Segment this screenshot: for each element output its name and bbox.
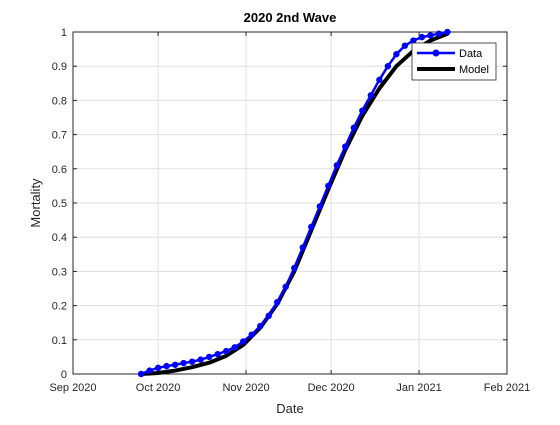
data-point — [342, 143, 349, 150]
data-point — [427, 32, 434, 39]
x-tick-label: Feb 2021 — [484, 382, 530, 394]
y-tick-label: 0.4 — [52, 232, 67, 244]
y-tick-label: 0.7 — [52, 130, 67, 142]
data-point — [231, 344, 238, 351]
data-point — [197, 356, 204, 363]
grid-lines — [72, 31, 508, 375]
y-tick-label: 0.2 — [52, 301, 67, 313]
data-point — [214, 350, 221, 358]
data-point — [350, 124, 358, 131]
legend-model-label: Model — [459, 64, 489, 76]
data-point — [180, 359, 187, 367]
x-axis-title: Date — [276, 401, 303, 416]
plot-series — [137, 28, 451, 378]
y-axis-title: Mortality — [28, 178, 43, 228]
data-point — [325, 182, 332, 190]
y-tick-label: 0.1 — [52, 335, 67, 347]
data-point — [146, 367, 153, 374]
x-tick-label: Sep 2020 — [49, 382, 96, 394]
data-point — [188, 358, 196, 365]
x-tick-label: Oct 2020 — [136, 382, 181, 394]
data-point — [359, 107, 366, 114]
y-tick-label: 0.6 — [52, 164, 67, 176]
data-point — [274, 298, 281, 306]
data-point — [393, 51, 400, 58]
data-point — [222, 347, 230, 355]
data-point — [137, 370, 145, 378]
y-tick-label: 0.3 — [52, 266, 67, 278]
data-point — [257, 322, 264, 330]
data-point — [333, 162, 341, 169]
axis-ticks: Sep 2020 Oct 2020 Nov 2020 Dec 2020 Jan 2021… — [49, 27, 530, 394]
legend: Data Model — [411, 42, 497, 81]
data-point — [410, 37, 417, 44]
data-point — [239, 338, 247, 345]
data-point — [444, 28, 451, 36]
data-point — [384, 62, 392, 70]
data-point — [291, 264, 298, 272]
x-tick-label: Nov 2020 — [222, 382, 269, 394]
data-point — [163, 362, 170, 370]
y-tick-label: 0.5 — [52, 198, 67, 210]
data-point — [248, 331, 255, 338]
data-point — [376, 76, 383, 84]
data-point — [299, 244, 306, 251]
data-point — [367, 92, 375, 99]
legend-data-label: Data — [459, 48, 483, 60]
data-point — [418, 33, 426, 41]
y-tick-label: 1 — [61, 27, 67, 39]
data-point — [282, 283, 289, 290]
y-tick-label: 0 — [61, 369, 67, 381]
y-tick-label: 0.9 — [52, 61, 67, 73]
model-series-line — [139, 31, 450, 376]
x-tick-label: Jan 2021 — [396, 382, 441, 394]
data-point — [205, 353, 213, 361]
y-tick-label: 0.8 — [52, 95, 67, 107]
x-tick-label: Dec 2020 — [308, 382, 355, 394]
data-point — [154, 364, 162, 372]
data-point — [401, 42, 409, 49]
data-point — [316, 203, 323, 210]
data-point — [435, 30, 443, 37]
data-point — [265, 312, 272, 320]
legend-box — [411, 42, 497, 81]
chart-title: 2020 2nd Wave — [244, 10, 337, 25]
data-point — [308, 223, 315, 231]
data-point — [171, 361, 179, 368]
legend-data-marker — [432, 49, 440, 57]
